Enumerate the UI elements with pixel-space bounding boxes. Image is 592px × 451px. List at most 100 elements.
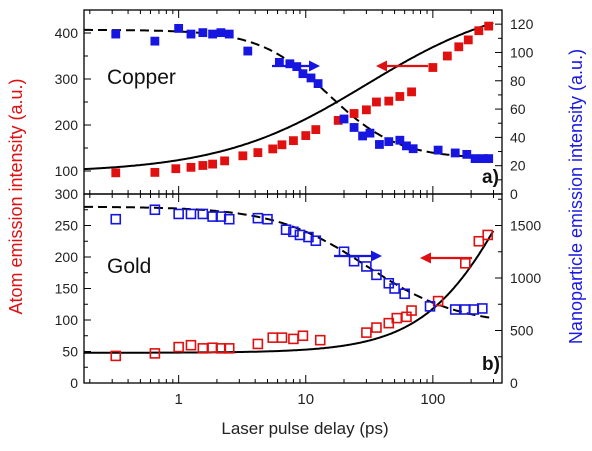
left-y-tick-label: 100 xyxy=(55,163,79,179)
nanoparticle-data-point xyxy=(149,204,161,216)
nanoparticle-data-point xyxy=(468,304,480,315)
panel-frame xyxy=(83,9,503,195)
atom-data-point xyxy=(371,322,382,333)
atom-data-point xyxy=(361,327,372,338)
atom-data-point xyxy=(372,97,381,107)
nanoparticle-data-point xyxy=(208,29,218,39)
x-tick-label: 10 xyxy=(297,391,314,408)
atom-data-point xyxy=(484,21,494,31)
nanoparticle-data-point xyxy=(110,213,122,225)
atom-data-point xyxy=(173,341,184,353)
right-y-tick-label: 1500 xyxy=(510,218,541,234)
left-y-axis-label: Atom emission intensity (a.u.) xyxy=(6,78,26,314)
nanoparticle-data-point xyxy=(408,144,418,154)
atom-data-point xyxy=(395,92,405,101)
x-tick-label: 100 xyxy=(420,391,445,408)
nanoparticle-data-point xyxy=(339,114,349,124)
nanoparticle-data-point xyxy=(358,131,367,141)
atom-data-point xyxy=(442,51,452,61)
left-y-tick-label: 250 xyxy=(55,218,79,234)
nanoparticle-data-point xyxy=(252,212,264,224)
atom-data-point xyxy=(288,333,299,345)
atom-data-point xyxy=(220,156,230,166)
nanoparticle-data-point xyxy=(470,154,480,164)
atom-data-point xyxy=(297,330,309,342)
atom-data-point xyxy=(482,229,493,241)
nanoparticle-data-point xyxy=(174,23,184,33)
right-y-tick-label: 0 xyxy=(510,186,518,202)
atom-data-point xyxy=(253,148,263,158)
left-y-tick-label: 300 xyxy=(55,186,79,202)
nanoparticle-data-point xyxy=(216,28,226,38)
atom-data-point xyxy=(406,305,417,316)
atom-data-point xyxy=(267,332,279,343)
atom-data-point xyxy=(314,334,326,346)
left-y-tick-label: 300 xyxy=(55,71,79,87)
left-y-tick-label: 200 xyxy=(55,117,79,133)
nanoparticle-data-point xyxy=(375,140,384,149)
nanoparticle-data-point xyxy=(361,261,372,272)
left-axis-arrow-head xyxy=(420,252,431,264)
nanoparticle-data-point xyxy=(349,123,359,132)
atom-data-point xyxy=(407,87,416,97)
atom-data-point xyxy=(277,140,287,150)
atom-data-point xyxy=(459,257,471,269)
nanoparticle-data-point xyxy=(185,208,197,220)
atom-data-point xyxy=(473,235,485,247)
nanoparticle-data-point xyxy=(223,213,235,225)
nanoparticle-data-point xyxy=(313,79,323,88)
atom-data-point xyxy=(463,35,473,45)
right-y-axis-label: Nanoparticle emission intensity (a.u.) xyxy=(566,49,586,344)
panel-b-label: b) xyxy=(482,354,500,375)
nanoparticle-data-point xyxy=(173,208,184,220)
nanoparticle-data-point xyxy=(310,235,322,247)
atom-data-point xyxy=(150,167,160,177)
right-y-tick-label: 100 xyxy=(510,44,534,60)
nanoparticle-fit-curve xyxy=(84,28,494,159)
nanoparticle-data-point xyxy=(484,154,494,164)
right-y-tick-label: 500 xyxy=(510,323,534,339)
atom-data-point xyxy=(361,105,371,115)
x-axis-label: Laser pulse delay (ps) xyxy=(221,419,388,438)
right-y-tick-label: 0 xyxy=(510,375,518,391)
panel-frame xyxy=(83,193,503,384)
nanoparticle-data-point xyxy=(224,29,234,39)
nanoparticle-data-point xyxy=(424,301,436,312)
right-axis-arrow-head xyxy=(309,60,320,72)
atom-fit-curve xyxy=(83,21,494,171)
nanoparticle-data-point xyxy=(288,226,299,238)
nanoparticle-data-point xyxy=(395,135,405,145)
atom-data-point xyxy=(474,26,484,36)
axis-ticks: 1 10 100 100 200 300 400 0 20 40 60 80 100 120 0 50 100 1… xyxy=(55,9,541,408)
nanoparticle-data-point xyxy=(186,29,196,39)
atom-data-point xyxy=(454,42,464,52)
atom-data-point xyxy=(149,348,161,359)
atom-data-point xyxy=(110,350,122,362)
nanoparticle-data-point xyxy=(365,128,375,138)
gold-label: Gold xyxy=(107,255,151,278)
atom-data-point xyxy=(349,109,359,118)
atom-data-point xyxy=(276,332,288,343)
nanoparticle-data-point xyxy=(371,269,382,281)
right-y-tick-label: 20 xyxy=(510,158,526,174)
nanoparticle-data-point xyxy=(303,231,314,243)
atom-data-point xyxy=(384,96,394,106)
right-y-tick-label: 120 xyxy=(510,16,534,32)
series-arrows xyxy=(272,60,472,264)
copper-label: Copper xyxy=(107,66,176,89)
left-y-tick-label: 150 xyxy=(55,281,79,297)
atom-data-point xyxy=(311,125,321,134)
atom-data-point xyxy=(238,151,248,161)
left-y-tick-label: 200 xyxy=(55,249,79,265)
data-points xyxy=(110,21,494,362)
right-axis-arrow-head xyxy=(371,250,382,262)
nanoparticle-data-point xyxy=(280,224,292,235)
atom-data-point xyxy=(198,161,208,170)
nanoparticle-data-point xyxy=(462,149,472,159)
nanoparticle-data-point xyxy=(389,283,400,294)
right-y-tick-label: 40 xyxy=(510,129,526,145)
left-y-tick-label: 100 xyxy=(55,312,79,328)
atom-data-point xyxy=(223,343,235,354)
atom-data-point xyxy=(111,168,121,178)
nanoparticle-data-point xyxy=(262,213,273,225)
